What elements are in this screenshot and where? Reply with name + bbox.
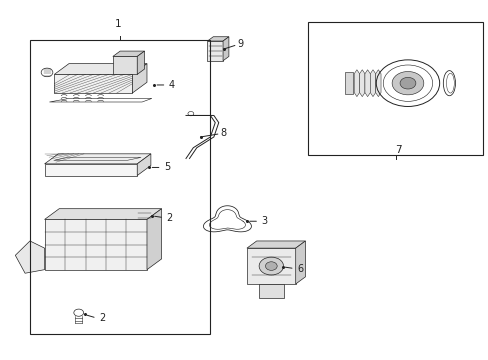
Text: 5: 5 — [163, 162, 170, 172]
Polygon shape — [375, 70, 380, 96]
Circle shape — [265, 262, 277, 270]
Polygon shape — [44, 154, 151, 164]
Polygon shape — [147, 209, 161, 270]
Polygon shape — [132, 64, 147, 93]
Circle shape — [399, 77, 415, 89]
Polygon shape — [369, 70, 375, 96]
Polygon shape — [54, 75, 132, 93]
Text: 9: 9 — [237, 40, 243, 49]
Polygon shape — [364, 70, 369, 96]
Polygon shape — [44, 164, 137, 176]
Polygon shape — [246, 241, 305, 248]
Polygon shape — [113, 57, 137, 75]
Bar — [30, 40, 210, 334]
Polygon shape — [137, 51, 144, 75]
Text: 1: 1 — [114, 19, 121, 29]
Polygon shape — [246, 248, 295, 284]
Polygon shape — [44, 220, 147, 270]
Polygon shape — [295, 241, 305, 284]
Bar — [207, 41, 223, 61]
Circle shape — [391, 72, 423, 95]
Polygon shape — [353, 70, 359, 96]
Text: 3: 3 — [261, 216, 267, 226]
Polygon shape — [44, 209, 161, 220]
Bar — [307, 22, 483, 155]
Text: 8: 8 — [220, 129, 226, 138]
Text: 7: 7 — [394, 144, 401, 154]
Text: 2: 2 — [99, 313, 105, 323]
Circle shape — [259, 257, 283, 275]
Polygon shape — [54, 64, 147, 75]
Polygon shape — [223, 37, 228, 61]
Polygon shape — [137, 154, 151, 176]
Polygon shape — [15, 241, 44, 273]
Polygon shape — [113, 51, 144, 57]
Polygon shape — [207, 37, 228, 41]
Polygon shape — [359, 70, 364, 96]
Text: 4: 4 — [168, 80, 175, 90]
Polygon shape — [259, 284, 283, 298]
Bar — [345, 72, 352, 94]
Text: 6: 6 — [297, 264, 303, 274]
Text: 2: 2 — [166, 213, 172, 222]
